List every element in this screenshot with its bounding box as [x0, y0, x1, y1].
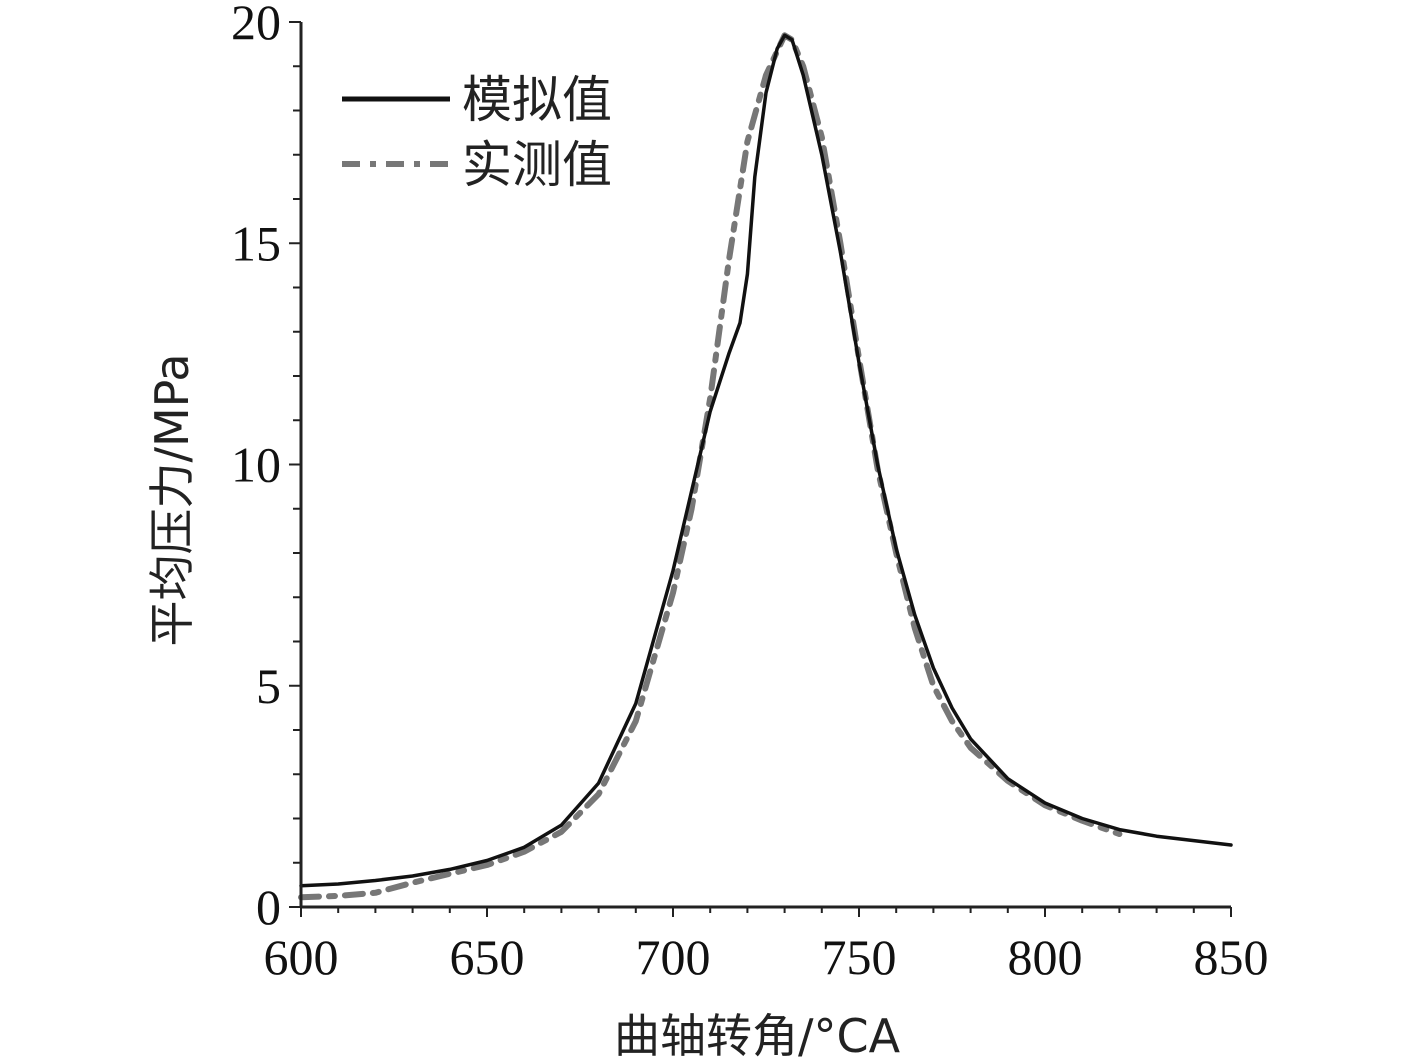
- ticks: 600 650 700 750 800 850 0 5 10 15 20: [231, 0, 1269, 985]
- series-line-simulated: [299, 33, 1233, 888]
- x-axis-title: 曲轴转角/°CA: [614, 1009, 901, 1059]
- x-tick-label: 600: [264, 929, 339, 985]
- plot-area: [298, 32, 1233, 901]
- x-tick-label: 800: [1008, 929, 1083, 985]
- legend: 模拟值 实测值: [342, 71, 612, 194]
- y-tick-label: 15: [231, 215, 281, 271]
- y-tick-label: 0: [256, 879, 281, 935]
- x-tick-label: 650: [450, 929, 525, 985]
- y-tick-label: 5: [256, 658, 281, 714]
- legend-label-measured: 实测值: [462, 136, 612, 194]
- x-tick-label: 700: [636, 929, 711, 985]
- y-axis-title: 平均压力/MPa: [145, 353, 199, 646]
- x-tick-label: 850: [1194, 929, 1269, 985]
- axes: [299, 22, 1231, 909]
- y-tick-label: 20: [231, 0, 281, 50]
- y-tick-label: 10: [231, 437, 281, 493]
- legend-label-simulated: 模拟值: [462, 71, 612, 129]
- x-tick-label: 750: [822, 929, 897, 985]
